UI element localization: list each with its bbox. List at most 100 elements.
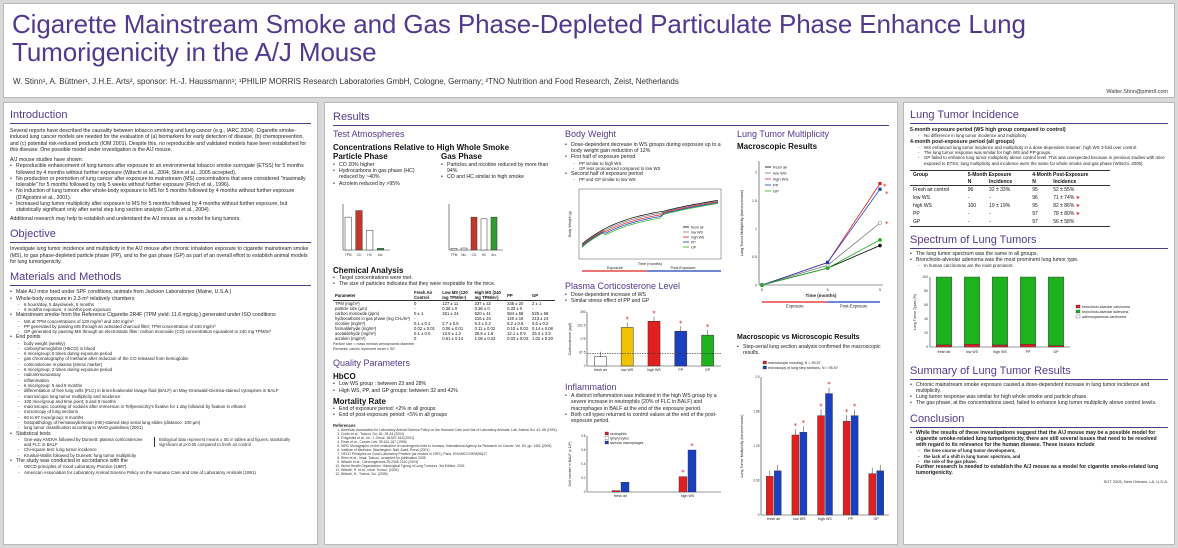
- body-weight-heading: Body Weight: [565, 129, 616, 139]
- y-tick-label: 20: [924, 331, 928, 335]
- intro-para2: A/J mouse studies have shown:: [10, 157, 83, 164]
- chem-table-cell: 213 ± 24: [532, 316, 549, 322]
- y-tick-label: 0: [755, 283, 757, 287]
- incidence-cell: -: [967, 195, 970, 202]
- legend-swatch: [762, 361, 767, 365]
- methods-sub-item: 6 mice/group; 5 and 9 months: [10, 383, 311, 389]
- bar: [377, 248, 384, 251]
- methods-sub-item: differentiation of free lung cells (FLC)…: [10, 388, 311, 394]
- methods-sub-item: 60 to 97 mice/group; 9 months: [10, 415, 311, 421]
- bar: [620, 327, 634, 367]
- bar-segment: [1020, 276, 1036, 345]
- bar-segment: [1048, 345, 1064, 347]
- objective-text: Investigate lung tumor incidence and mul…: [10, 246, 309, 265]
- x-tick-label: PP: [848, 517, 853, 521]
- right-column: Lung Tumor Incidence 5-month exposure pe…: [903, 102, 1175, 545]
- contact-email[interactable]: Walter.Stinn@pmintl.com: [1106, 89, 1168, 95]
- inflammation-heading: Inflammation: [565, 382, 617, 393]
- chem-table-cell: 5.3 ± 0.2: [474, 321, 491, 327]
- chem-table-cell: 25.3 ± 3.3: [532, 331, 551, 337]
- legend-label: GP: [773, 189, 779, 194]
- methods-sub-item: body weight (weekly): [10, 341, 311, 347]
- methods-sub-item: One-way ANOVA followed by Dunnett: plasm…: [10, 437, 145, 448]
- chem-table-cell: 216 ± 24: [474, 316, 491, 322]
- methods-list: The study was conducted in accordance wi…: [10, 458, 311, 464]
- bar: [868, 473, 876, 516]
- spectrum-sub-item: In human carcinomas are the most promine…: [910, 263, 1168, 269]
- spectrum-sub: In human carcinomas are the most promine…: [910, 263, 1168, 269]
- macro-micro-chart: Lung Tumor Multiplicity (tumors/mouse) 0 0…: [740, 361, 889, 521]
- tick-label: TPM: [345, 253, 352, 257]
- methods-stats-sub: One-way ANOVA followed by Dunnett: plasm…: [10, 437, 145, 459]
- tick-label: CO: [357, 253, 362, 257]
- conc-title: Concentrations Relative to High Whole Sm…: [333, 143, 510, 152]
- data-point: [825, 260, 830, 265]
- significance-star: *: [681, 469, 685, 477]
- chem-table-cell: 0.1 ± 0.0: [414, 331, 431, 337]
- data-point: [878, 243, 882, 248]
- chem-table-header-cell: High MS (240 mg TPM/m³): [474, 290, 501, 301]
- incidence-sub4: WS enhanced lung tumor incidence and mul…: [910, 145, 1168, 166]
- bar: [799, 432, 808, 516]
- results-panel: Results Test Atmospheres Concentrations …: [324, 102, 898, 545]
- methods-sub-item: PP generated by passing MS through an ac…: [10, 324, 311, 330]
- incidence-cell: 71 ± 74% ★: [1053, 195, 1081, 202]
- y-tick-label: 350: [580, 310, 586, 314]
- conclusion-heading: Conclusion: [910, 413, 1168, 428]
- intro-para1: Several reports have described the causa…: [10, 128, 307, 153]
- chem-table-cell: 26.8 ± 1.8: [474, 331, 494, 337]
- chem-table-cell: particle size (µm): [335, 306, 367, 312]
- y-tick-label: 0.5: [752, 255, 757, 259]
- incidence-cell: low WS: [913, 195, 930, 202]
- methods-bullet: Mainstream smoke from the Reference Ciga…: [10, 312, 311, 318]
- significance-star: *: [883, 183, 887, 191]
- legend-label: macroscopic counting, N = 95-97: [768, 361, 821, 365]
- chem-table-cell: nicotine (mg/m³): [335, 321, 366, 327]
- methods-sub-item: histopathology of hematoxylin/eosin (HE)…: [10, 420, 311, 426]
- incidence-cell: 97: [1032, 211, 1038, 218]
- incidence-subheader-cell: N: [1032, 179, 1036, 186]
- y-tick-label: 0.8: [581, 434, 586, 438]
- gas-phase-bar-chart: TPM Nic. CO HC Acr.: [448, 204, 503, 257]
- incidence-heading: Lung Tumor Incidence: [910, 109, 1168, 124]
- chem-table-cell: 140 ± 16: [507, 316, 524, 322]
- x-tick-label: fresh air: [594, 368, 608, 372]
- chem-table: Parameter Fresh Air Control Low MS (120 mg…: [333, 290, 555, 341]
- y-tick-label: 2.5: [755, 376, 760, 380]
- gas-phase-title: Gas Phase: [441, 152, 482, 161]
- body-weight-sub-item: PP similar to high WS: [565, 161, 730, 167]
- summary-item: Chronic mainstream smoke exposure caused…: [910, 382, 1168, 394]
- incidence-cell: -: [967, 211, 970, 218]
- incidence-header-cell: 5-Month Exposure: [967, 172, 1012, 179]
- stats-note: Biological data represent means ± SE in …: [154, 436, 304, 447]
- results-col-b: Body Weight Dose-dependent decrease in W…: [565, 129, 730, 541]
- chem-table-cell: 238 ± 20: [507, 301, 524, 307]
- chem-table-cell: 1.02 ± 0.20: [532, 336, 553, 342]
- mortality-list: End of exposure period: <2% in all group…: [333, 406, 558, 419]
- data-point: [878, 221, 882, 225]
- chem-table-cell: 0.02 ± 0.01: [414, 326, 435, 332]
- reference-item: Institute of Medicine, Washington: Natl.…: [341, 448, 558, 452]
- chem-table-row: acetaldehyde (mg/m³) 0.1 ± 0.0 13.5 ± 1.3 2…: [333, 331, 555, 336]
- methods-sub-item: inflammation: [10, 378, 311, 384]
- bar-segment: [1020, 343, 1036, 347]
- chem-table-cell: 1.08 ± 0.22: [474, 336, 496, 342]
- bar: [674, 331, 688, 367]
- legend-label: high WS: [773, 177, 788, 182]
- incidence-cell: 32 ± 33%: [989, 187, 1011, 194]
- chem-table-note: Particle size = mass median aerodynamic …: [333, 342, 415, 347]
- chem-table-cell: 0.03 ± 0.03: [507, 336, 529, 342]
- incidence-table-header: Group 5-Month Exposure 4-Month Post-Exposu…: [910, 171, 1110, 180]
- legend-swatch: [1075, 304, 1081, 308]
- y-tick-label: 175: [580, 337, 586, 341]
- incidence-cell: 52 ± 55%: [1053, 187, 1075, 194]
- conclusion-sub: the time course of lung tumor developmen…: [910, 448, 1168, 464]
- chem-table-cell: 0.36 ± 0: [474, 306, 490, 312]
- methods-sub-item: 6 hours/day, 5 days/week, 5 months: [10, 302, 311, 308]
- bar: [825, 393, 833, 516]
- legend-label: GP: [691, 245, 697, 249]
- bar: [460, 247, 468, 251]
- bar: [470, 216, 478, 251]
- conclusion-sub-item: the lack of a shift in lung tumor spectr…: [910, 454, 1168, 460]
- methods-list: Male A/J mice bred under SPF conditions,…: [10, 289, 311, 302]
